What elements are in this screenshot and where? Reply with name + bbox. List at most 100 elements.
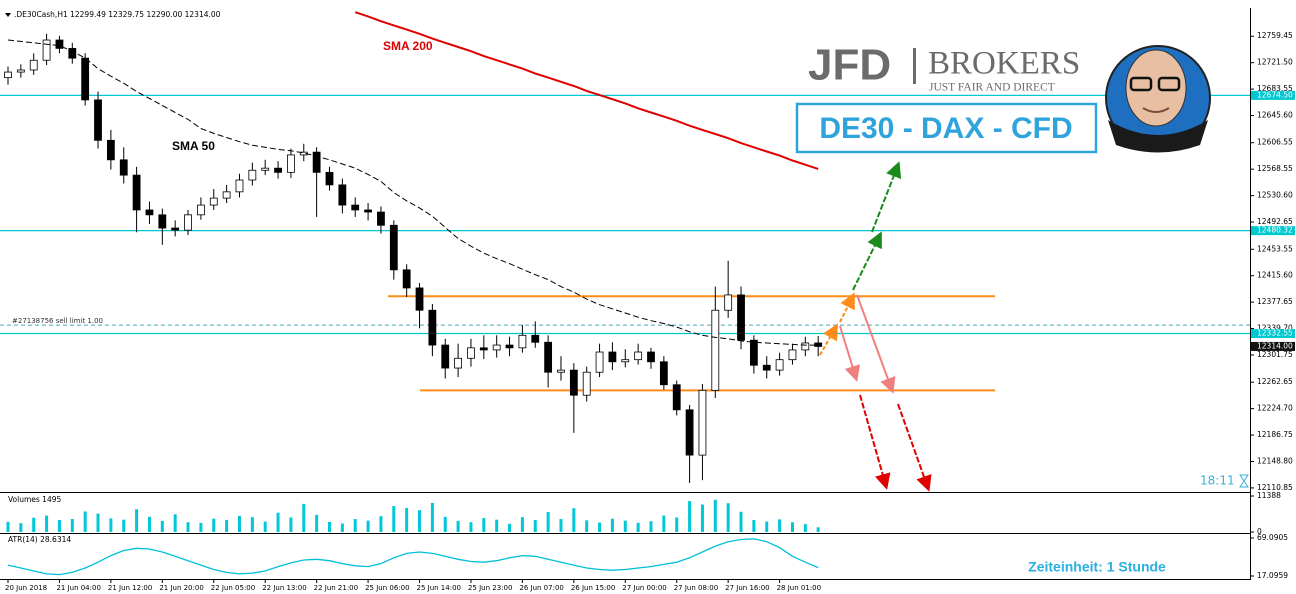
volume-bar (508, 524, 511, 532)
candle-body (210, 198, 217, 205)
candle-body (712, 310, 719, 390)
volume-bar (444, 517, 447, 532)
volume-bar (688, 501, 691, 532)
candle-body (467, 348, 474, 358)
volume-bar (637, 523, 640, 532)
symbol-header: .DE30Cash,H1 12299.49 12329.75 12290.00 … (14, 10, 221, 19)
volume-bar (650, 521, 653, 532)
volume-bar (135, 509, 138, 532)
logo-divider (913, 48, 916, 84)
volume-bar (482, 518, 485, 532)
candle-body (313, 152, 320, 172)
volume-bar (469, 522, 472, 532)
candle-body (146, 210, 153, 215)
series-label: SMA 200 (383, 39, 433, 53)
countdown: 18:11 (1200, 474, 1235, 488)
volume-bar (32, 518, 35, 532)
indicator-title: ATR(14) 28.6314 (8, 535, 71, 544)
y-tick-label: 69.0905 (1257, 533, 1288, 542)
y-tick-label: 12759.45 (1257, 31, 1293, 40)
x-tick-label: 27 Jun 08:00 (674, 584, 718, 592)
candle-body (416, 288, 423, 310)
x-tick-label: 21 Jun 12:00 (108, 584, 152, 592)
candle-body (455, 358, 462, 368)
y-tick-label: 11388 (1257, 491, 1281, 500)
volume-bar (174, 514, 177, 532)
volume-bar (212, 519, 215, 532)
candle-body (686, 410, 693, 455)
timeframe-note: Zeiteinheit: 1 Stunde (1028, 559, 1166, 575)
candle-body (545, 342, 552, 372)
candle-body (17, 70, 24, 72)
volume-bar (71, 519, 74, 532)
y-tick-label: 12377.65 (1257, 297, 1293, 306)
avatar-head (1126, 50, 1186, 126)
candle-body (738, 295, 745, 340)
x-tick-label: 25 Jun 23:00 (468, 584, 512, 592)
level-price-label: 12674.50 (1257, 90, 1293, 99)
x-tick-label: 27 Jun 16:00 (725, 584, 769, 592)
y-tick-label: 12721.50 (1257, 58, 1293, 67)
candle-body (648, 352, 655, 362)
volume-bar (392, 506, 395, 532)
y-tick-label: 12453.55 (1257, 244, 1293, 253)
y-tick-label: 12262.65 (1257, 377, 1293, 386)
volume-bar (714, 500, 717, 532)
volume-bar (585, 520, 588, 532)
volume-bar (804, 524, 807, 532)
level-price-label: 12480.32 (1257, 226, 1293, 235)
trading-chart: .DE30Cash,H1 12299.49 12329.75 12290.00 … (0, 0, 1296, 594)
candle-body (480, 348, 487, 350)
y-tick-label: 12301.75 (1257, 350, 1293, 359)
x-tick-label: 22 Jun 21:00 (314, 584, 358, 592)
volume-bar (752, 520, 755, 532)
candle-body (429, 310, 436, 345)
volume-bar (354, 519, 357, 532)
candle-body (699, 390, 706, 455)
volume-bar (187, 522, 190, 532)
series-label: SMA 50 (172, 139, 215, 153)
last-price-label: 12314.00 (1257, 341, 1293, 350)
y-tick-label: 12148.80 (1257, 456, 1293, 465)
candle-body (120, 160, 127, 175)
volume-bar (559, 519, 562, 532)
candle-body (133, 175, 140, 210)
volume-bar (379, 516, 382, 532)
candle-body (197, 205, 204, 215)
candle-body (95, 100, 102, 140)
candle-body (5, 72, 12, 78)
x-tick-label: 21 Jun 04:00 (56, 584, 100, 592)
volume-bar (727, 503, 730, 532)
candle-body (493, 345, 500, 350)
candle-body (660, 362, 667, 385)
volume-bar (97, 514, 100, 532)
volume-bar (148, 517, 151, 532)
level-price-label: 12332.55 (1257, 329, 1293, 338)
candle-body (403, 270, 410, 288)
candle-body (339, 185, 346, 205)
volume-bar (572, 508, 575, 532)
volume-bar (19, 523, 22, 532)
volume-bar (302, 504, 305, 532)
candle-body (287, 155, 294, 172)
candle-body (172, 228, 179, 230)
candle-body (557, 370, 564, 372)
candle-body (30, 60, 37, 70)
volume-bar (367, 521, 370, 532)
candle-body (776, 360, 783, 370)
y-tick-label: 12606.55 (1257, 138, 1293, 147)
x-tick-label: 25 Jun 06:00 (365, 584, 409, 592)
volume-bar (405, 508, 408, 532)
candle-body (249, 170, 256, 180)
candle-body (763, 365, 770, 370)
volume-bar (122, 520, 125, 532)
candle-body (223, 192, 230, 198)
candle-body (725, 295, 732, 310)
x-tick-label: 22 Jun 05:00 (211, 584, 255, 592)
candle-body (326, 172, 333, 185)
volume-bar (495, 520, 498, 532)
volume-bar (431, 503, 434, 532)
volume-bar (457, 521, 460, 532)
candle-body (635, 352, 642, 360)
volume-bar (521, 517, 524, 532)
